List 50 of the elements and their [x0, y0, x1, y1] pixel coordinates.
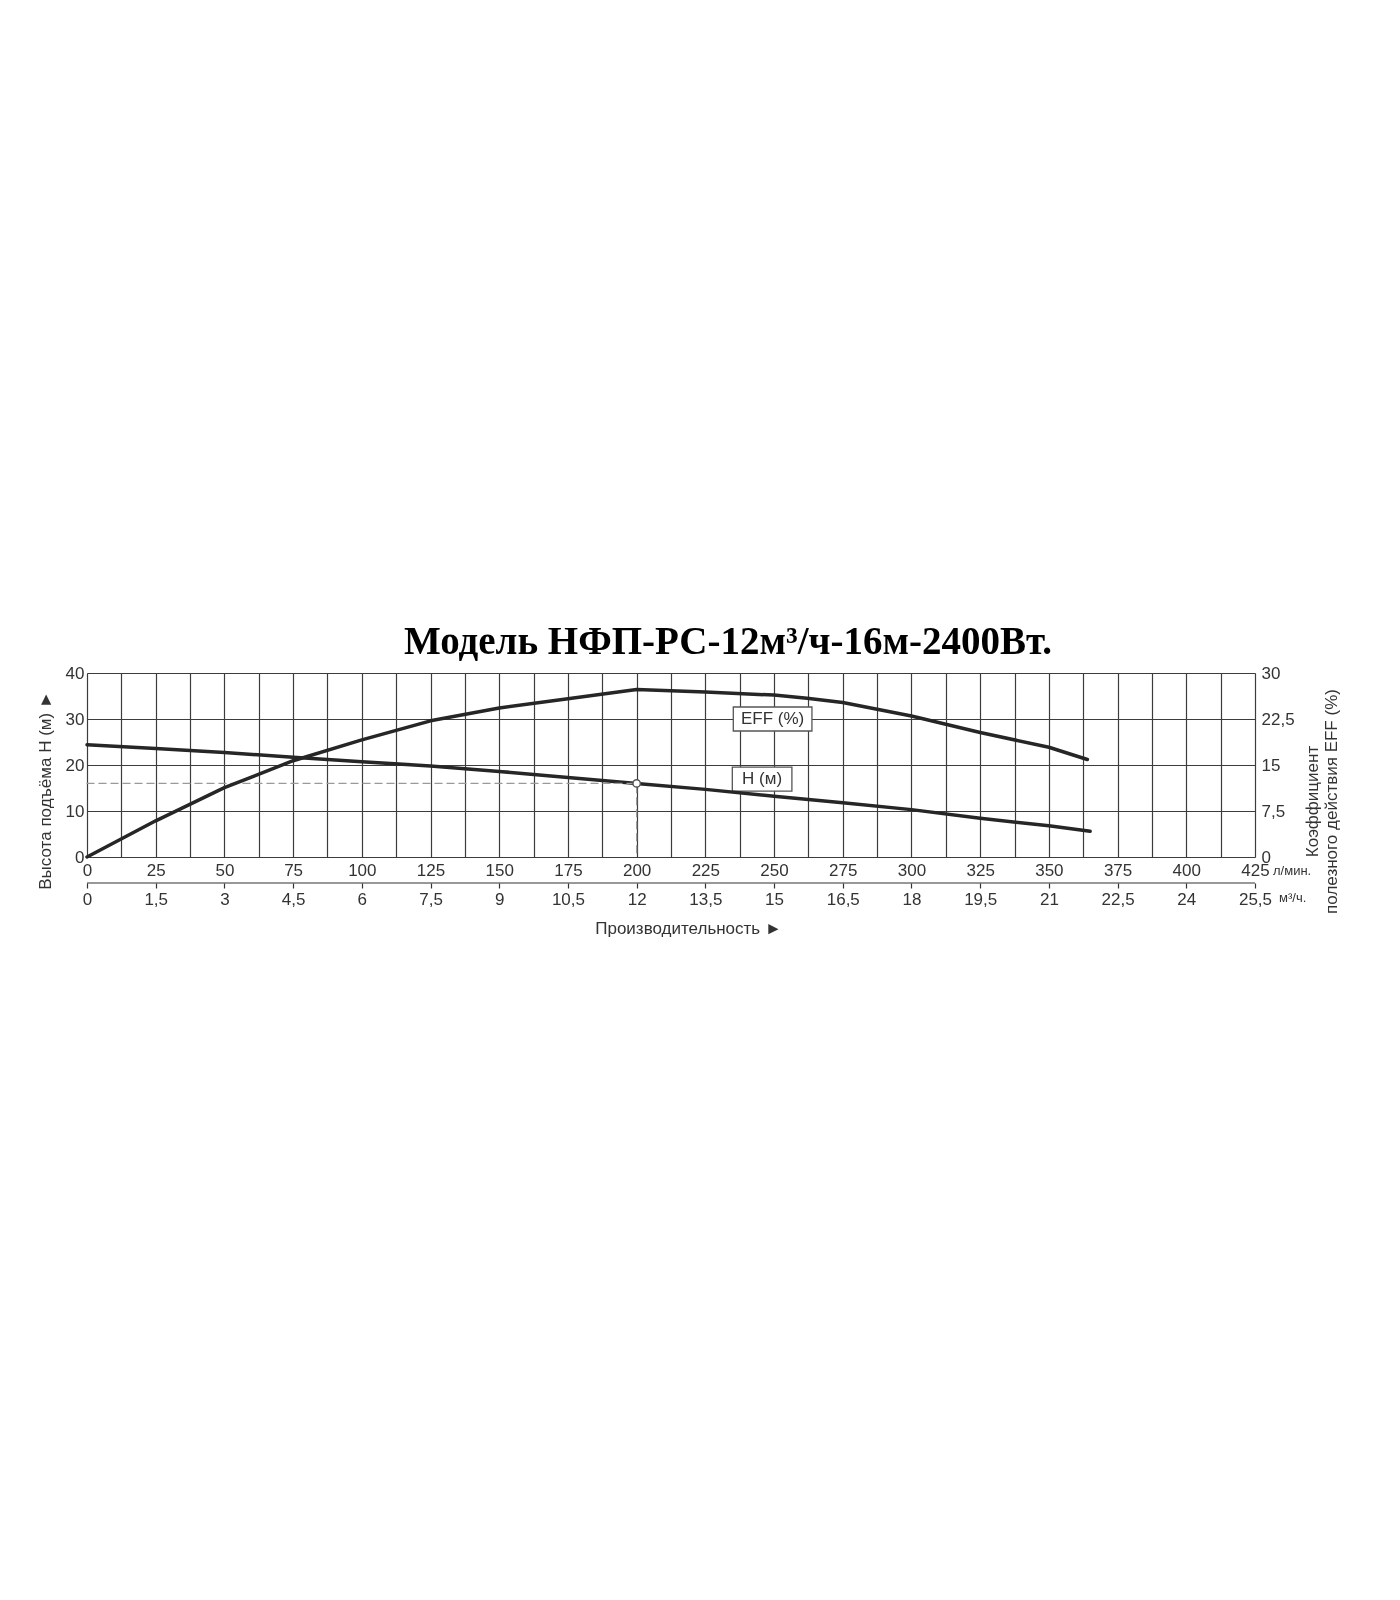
y-axis-title: Высота подъёма H (м) ► [35, 691, 55, 890]
x-tick-label: 200 [622, 860, 652, 880]
y2-tick-label: 7,5 [1261, 801, 1286, 821]
x2-tick-label: 25,5 [1238, 889, 1273, 909]
x-tick-label: 225 [691, 860, 721, 880]
y-tick-label: 20 [65, 755, 85, 775]
x2-tick-label: 10,5 [551, 889, 585, 909]
x2-tick-label: 15 [765, 889, 785, 909]
y-tick-label: 40 [65, 663, 85, 683]
text: л/мин. [1273, 863, 1312, 878]
x2-tick-label: 9 [495, 889, 505, 909]
x-tick-label: 325 [966, 860, 995, 880]
x2-tick-label: 21 [1039, 889, 1059, 909]
x-tick-label: 50 [215, 860, 235, 880]
x-tick-label: 150 [485, 860, 514, 880]
x-tick-label: 125 [416, 860, 446, 880]
series-label: EFF (%) [740, 709, 805, 729]
x2-tick-label: 18 [902, 889, 922, 909]
x-tick-label: 100 [348, 860, 377, 880]
x2-tick-label: 3 [220, 889, 230, 909]
x-tick-label: 300 [897, 860, 927, 880]
y-tick-label: 10 [65, 801, 85, 821]
x-axis-title: Производительность ► [595, 918, 782, 938]
x-tick-label: 400 [1172, 860, 1201, 880]
x-tick-label: 25 [146, 860, 166, 880]
x2-tick-label: 7,5 [419, 889, 443, 909]
y-tick-label: 30 [65, 709, 85, 729]
y-tick-label: 0 [75, 847, 85, 867]
x2-tick-label: 16,5 [826, 889, 860, 909]
y2-tick-label: 30 [1261, 663, 1281, 683]
x-tick-label: 250 [760, 860, 789, 880]
text: м³/ч. [1279, 890, 1307, 905]
series-label: H (м) [742, 769, 783, 789]
x-tick-label: 175 [554, 860, 583, 880]
x2-tick-label: 24 [1177, 889, 1197, 909]
x-tick-label: 350 [1035, 860, 1064, 880]
x2-tick-label: 22,5 [1101, 889, 1135, 909]
x-tick-label: 275 [829, 860, 858, 880]
y2-tick-label: 22,5 [1261, 709, 1295, 729]
x2-tick-label: 4,5 [281, 889, 306, 909]
x2-tick-label: 13,5 [689, 889, 723, 909]
x-tick-label: 375 [1103, 860, 1133, 880]
line-series [85, 687, 1090, 859]
x2-tick-label: 1,5 [144, 889, 169, 909]
x2-tick-label: 6 [357, 889, 368, 909]
y2-tick-label: 15 [1261, 755, 1281, 775]
x-tick-label: 75 [284, 860, 304, 880]
x2-tick-label: 19,5 [964, 889, 998, 909]
chart-title: Модель НФП-РС-12м³/ч-16м-2400Вт. [403, 619, 1053, 662]
x2-tick-label: 12 [627, 889, 647, 909]
